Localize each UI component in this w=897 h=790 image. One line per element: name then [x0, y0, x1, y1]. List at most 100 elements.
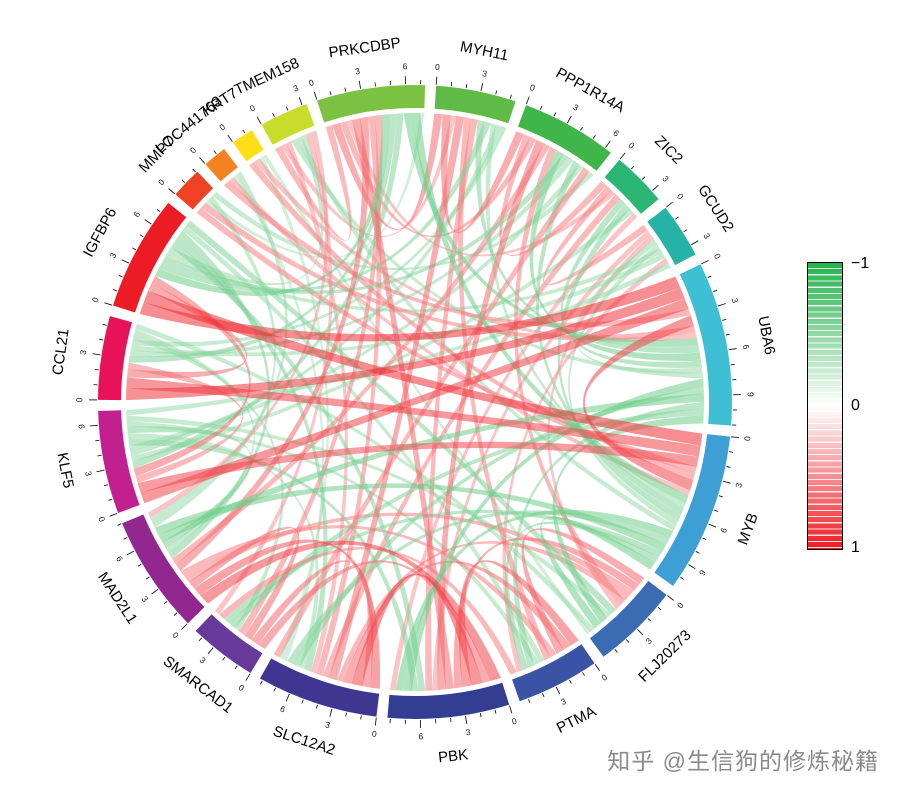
- tick-mark: [555, 686, 561, 695]
- tick-mark: [569, 679, 572, 684]
- tick-label: 3: [292, 83, 300, 94]
- tick-mark: [525, 96, 530, 105]
- tick-mark: [674, 216, 679, 220]
- gene-label: PTMA: [554, 703, 599, 737]
- tick-mark: [117, 523, 122, 526]
- tick-label: 3: [83, 470, 94, 477]
- tick-mark: [192, 168, 196, 173]
- gene-segment-arc: [654, 434, 731, 586]
- tick-mark: [652, 184, 659, 191]
- gene-label: TMEM158: [232, 55, 302, 99]
- tick-mark: [374, 82, 376, 87]
- chord-ribbon: [140, 298, 689, 504]
- tick-mark: [641, 176, 646, 180]
- tick-mark: [89, 424, 98, 427]
- legend-label-negative-one: −1: [851, 255, 870, 272]
- gene-segment-arc: [589, 580, 667, 657]
- tick-mark: [121, 259, 130, 264]
- tick-mark: [695, 550, 700, 554]
- gene-segment-arc: [233, 130, 264, 162]
- tick-mark: [273, 687, 277, 692]
- tick-mark: [298, 97, 303, 105]
- tick-mark: [126, 550, 135, 556]
- tick-label: 0: [217, 121, 227, 132]
- tick-mark: [717, 303, 726, 307]
- tick-mark: [227, 134, 233, 142]
- tick-mark: [592, 135, 596, 139]
- gene-segment-arc: [679, 264, 732, 426]
- tick-mark: [480, 83, 484, 91]
- gene-label: CCL21: [49, 328, 72, 377]
- gene-label: PPP1R14A: [553, 64, 628, 116]
- tick-label: 6: [418, 731, 423, 741]
- chord-ribbon: [152, 195, 277, 528]
- chord-ribbon: [258, 560, 491, 683]
- tick-mark: [730, 363, 735, 366]
- gene-label: ZIC2: [651, 133, 686, 168]
- gene-segment-arc: [175, 171, 214, 210]
- tick-label: 6: [718, 526, 729, 534]
- chord-ribbon: [340, 121, 537, 238]
- tick-label: 3: [107, 251, 118, 260]
- tick-mark: [113, 289, 118, 292]
- tick-label: 6: [741, 344, 752, 351]
- gene-label: GCUD2: [694, 182, 737, 235]
- tick-label: 0: [371, 729, 377, 740]
- gene-segment-arc: [518, 105, 611, 171]
- gene-segment-arc: [122, 514, 205, 624]
- tick-mark: [234, 665, 238, 670]
- tick-label: 6: [279, 703, 288, 714]
- tick-mark: [680, 576, 684, 580]
- tick-mark: [702, 537, 707, 541]
- tick-mark: [181, 179, 186, 183]
- tick-mark: [701, 259, 709, 265]
- tick-mark: [301, 699, 304, 704]
- tick-mark: [329, 708, 333, 717]
- chord-ribbon: [458, 560, 579, 688]
- tick-mark: [647, 618, 652, 622]
- tick-label: 0: [307, 77, 315, 88]
- tick-label: 3: [139, 594, 150, 604]
- tick-mark: [614, 649, 618, 653]
- chord-ribbon: [441, 114, 524, 233]
- tick-label: 0: [626, 140, 636, 151]
- tick-mark: [132, 247, 137, 251]
- tick-label: 3: [198, 655, 208, 666]
- tick-mark: [666, 201, 673, 208]
- chord-ribbon: [332, 113, 443, 230]
- tick-mark: [465, 84, 468, 89]
- watermark-text: 知乎 @生信狗的修炼秘籍: [607, 748, 879, 774]
- tick-mark: [144, 219, 152, 225]
- chord-ribbon: [127, 362, 244, 484]
- tick-label: 0: [675, 600, 686, 610]
- tick-mark: [728, 348, 737, 351]
- chord-ribbon: [155, 114, 390, 297]
- chord-ribbon: [188, 526, 300, 641]
- tick-mark: [688, 564, 696, 569]
- chord-ribbon: [504, 521, 659, 671]
- tick-mark: [726, 466, 731, 468]
- tick-label: 0: [712, 252, 723, 261]
- tick-mark: [285, 693, 290, 702]
- gene-label: FLJ20273: [635, 627, 695, 686]
- chord-ribbon: [223, 180, 691, 328]
- tick-label: 3: [730, 297, 741, 305]
- gene-segment-arc: [387, 682, 510, 720]
- chord-ribbon: [540, 516, 655, 629]
- tick-label: 3: [354, 66, 361, 77]
- chord-ribbon: [557, 203, 682, 522]
- tick-mark: [528, 698, 531, 703]
- tick-label: 6: [131, 209, 142, 219]
- tick-label: 0: [96, 515, 107, 523]
- chord-ribbon: [329, 115, 465, 681]
- tick-mark: [109, 512, 118, 517]
- tick-label: 3: [660, 174, 671, 184]
- tick-mark: [594, 663, 600, 671]
- tick-mark: [222, 656, 226, 661]
- tick-label: 3: [78, 349, 89, 355]
- tick-mark: [358, 80, 362, 89]
- chord-ribbon: [352, 118, 455, 690]
- tick-mark: [626, 639, 630, 643]
- gene-label: PRKCDBP: [328, 34, 402, 61]
